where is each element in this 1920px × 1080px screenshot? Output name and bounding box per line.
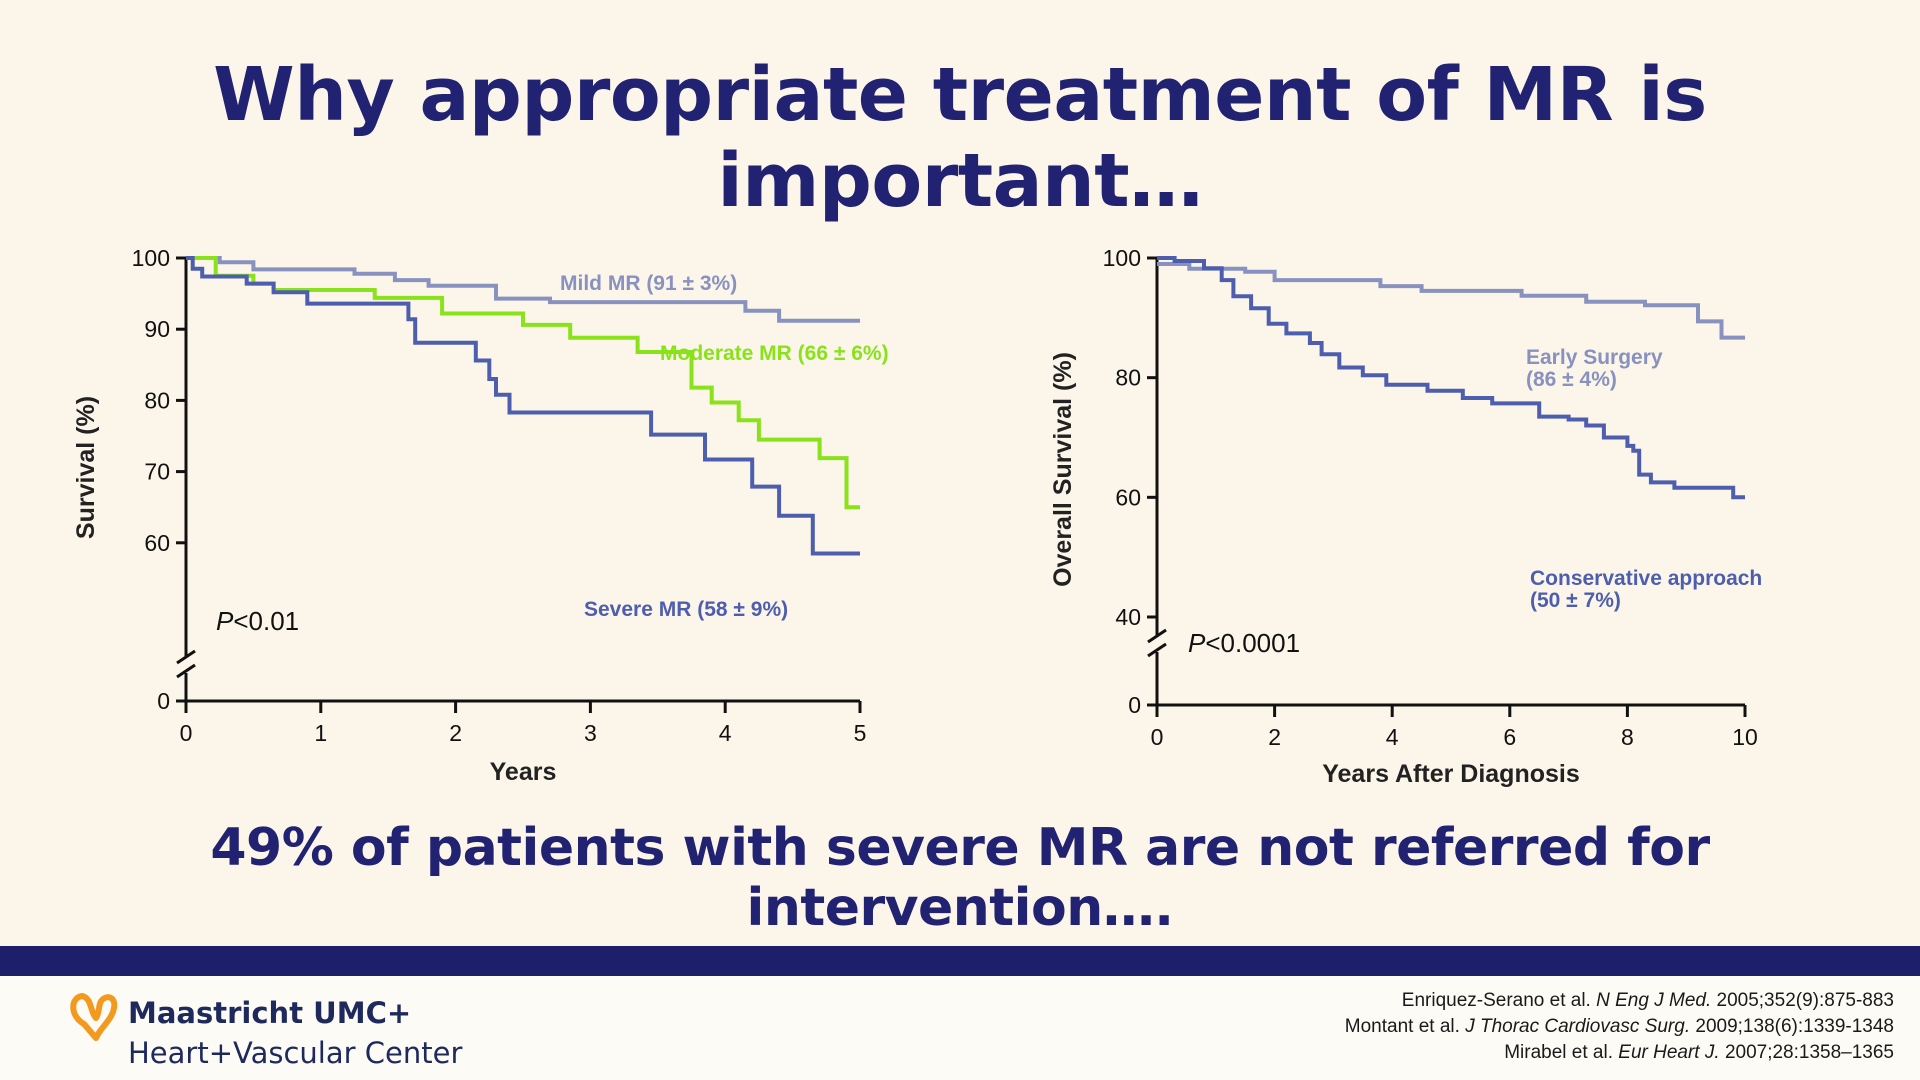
chart1-x-tick-label: 4 <box>719 720 732 746</box>
reference-1: Enriquez-Serano et al. N Eng J Med. 2005… <box>1401 990 1894 1011</box>
chart2-y-tick-label: 100 <box>1103 245 1141 271</box>
references: Enriquez-Serano et al. N Eng J Med. 2005… <box>1345 988 1894 1066</box>
chart2-y-tick-label: 40 <box>1115 604 1141 630</box>
footer <box>0 976 1920 1080</box>
footer-band <box>0 946 1920 976</box>
chart1-series-line-1 <box>186 256 860 323</box>
chart1-y-axis-label: Survival (%) <box>72 396 100 539</box>
chart1-x-tick-label: 1 <box>314 720 327 746</box>
chart1-x-tick-label: 2 <box>449 720 462 746</box>
chart2-x-tick-label: 2 <box>1268 724 1281 750</box>
logo-subtitle: Heart+Vascular Center <box>128 1036 463 1070</box>
chart1-x-tick-label: 0 <box>180 720 193 746</box>
chart1-p-value-annotation: P<0.01 <box>216 606 299 636</box>
chart2-p-value-annotation: P<0.0001 <box>1188 628 1300 658</box>
chart1-y-tick-label: 70 <box>144 459 170 485</box>
chart1-axis-break-mark <box>176 663 196 679</box>
chart2-series-label-2: Conservative approach (50 ± 7%) <box>1530 567 1762 612</box>
chart1-axis-break-mark <box>176 649 196 665</box>
chart2-x-tick-label: 10 <box>1732 724 1758 750</box>
chart1-y-tick-label: 90 <box>144 316 170 342</box>
slide-title: Why appropriate treatment of MR is impor… <box>213 52 1707 224</box>
chart1-y-tick-label: 60 <box>144 530 170 556</box>
chart2-y-tick-label: 0 <box>1128 692 1141 718</box>
chart1-series-label-2: Moderate MR (66 ± 6%) <box>660 342 889 365</box>
chart1-series-line-3 <box>186 256 860 556</box>
chart1-series-label-1: Mild MR (91 ± 3%) <box>560 272 737 295</box>
logo-name: Maastricht UMC+ <box>128 996 412 1030</box>
chart1-x-tick-label: 3 <box>584 720 597 746</box>
chart1-x-tick-label: 5 <box>854 720 867 746</box>
chart2-axis-break-mark <box>1147 628 1167 644</box>
chart1-y-tick-label: 100 <box>132 245 170 271</box>
chart2-series-line-2 <box>1157 256 1745 500</box>
chart1-y-tick-label: 80 <box>144 387 170 413</box>
chart2-y-axis-label: Overall Survival (%) <box>1049 352 1077 587</box>
chart1-series-label-3: Severe MR (58 ± 9%) <box>584 598 788 621</box>
reference-2: Montant et al. J Thorac Cardiovasc Surg.… <box>1344 1016 1894 1037</box>
chart2-y-tick-label: 80 <box>1115 365 1141 391</box>
chart2-x-tick-label: 8 <box>1621 724 1634 750</box>
chart2-x-tick-label: 6 <box>1503 724 1516 750</box>
chart2-axis-break-mark <box>1147 642 1167 658</box>
reference-3: Mirabel et al. Eur Heart J. 2007;28:1358… <box>1504 1042 1894 1063</box>
slide-subtitle: 49% of patients with severe MR are not r… <box>210 818 1710 938</box>
heart-ribbon-logo-icon <box>70 993 118 1041</box>
chart2-series-line-1 <box>1157 262 1745 340</box>
chart2-x-tick-label: 0 <box>1151 724 1164 750</box>
chart2-series-label-1: Early Surgery (86 ± 4%) <box>1526 346 1663 391</box>
chart2-x-tick-label: 4 <box>1386 724 1399 750</box>
chart1-y-tick-label: 0 <box>157 688 170 714</box>
chart1-series-line-2 <box>186 256 860 510</box>
chart2-x-axis-label: Years After Diagnosis <box>1322 760 1580 788</box>
chart2-y-tick-label: 60 <box>1115 484 1141 510</box>
chart1-x-axis-label: Years <box>490 758 557 786</box>
